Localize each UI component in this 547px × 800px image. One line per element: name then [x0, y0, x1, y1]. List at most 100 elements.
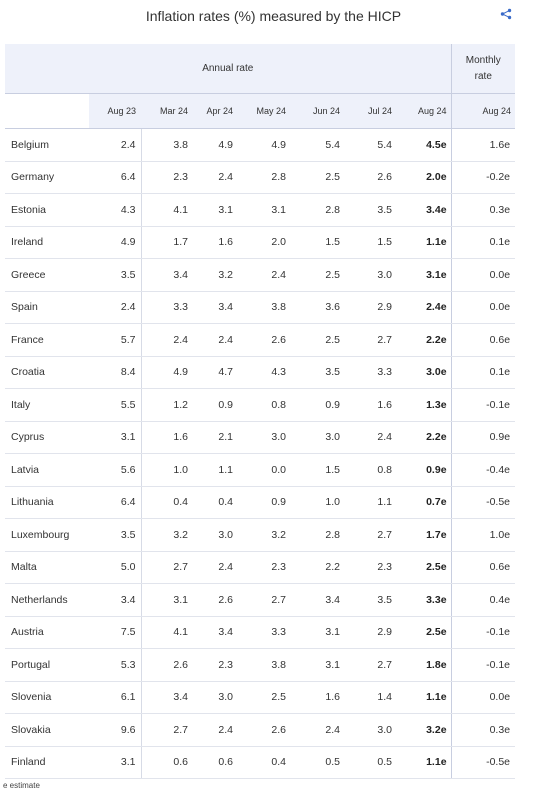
value-cell: 1.0	[290, 486, 344, 519]
value-cell: 0.4	[192, 486, 237, 519]
value-cell: 4.5e	[396, 128, 452, 162]
value-cell: 2.0	[237, 226, 290, 259]
monthly-rate-label: Monthly rate	[465, 54, 501, 82]
table-row: Spain 2.4 3.3 3.4 3.8 3.6 2.9 2.4e 0.0e	[5, 291, 516, 324]
value-cell: -0.1e	[451, 648, 516, 682]
value-cell: 1.6	[192, 226, 237, 259]
value-cell: 3.1e	[396, 258, 452, 292]
table-row: Slovakia 9.6 2.7 2.4 2.6 2.4 3.0 3.2e 0.3e	[5, 713, 516, 747]
value-cell: 3.1	[192, 193, 237, 227]
value-cell: 1.1	[344, 486, 396, 519]
value-cell: 0.1e	[451, 356, 516, 389]
value-cell: 0.7e	[396, 486, 452, 519]
value-cell: 5.3	[89, 648, 142, 682]
value-cell: 4.3	[237, 356, 290, 389]
country-cell: France	[5, 323, 89, 357]
table-body: Belgium 2.4 3.8 4.9 4.9 5.4 5.4 4.5e 1.6e Germany…	[5, 128, 516, 779]
table-row: Estonia 4.3 4.1 3.1 3.1 2.8 3.5 3.4e 0.3e	[5, 193, 516, 227]
value-cell: -0.5e	[451, 746, 516, 779]
value-cell: 2.9	[344, 616, 396, 649]
table-row: Cyprus 3.1 1.6 2.1 3.0 3.0 2.4 2.2e 0.9e	[5, 421, 516, 454]
value-cell: 1.7e	[396, 518, 452, 552]
value-cell: 2.1	[192, 421, 237, 454]
value-cell: 2.7	[237, 583, 290, 617]
value-cell: 6.4	[89, 161, 142, 194]
value-cell: 1.7	[141, 226, 192, 259]
value-cell: 3.2	[192, 258, 237, 292]
value-cell: 0.9	[237, 486, 290, 519]
value-cell: 2.7	[141, 551, 192, 584]
value-cell: 3.3	[237, 616, 290, 649]
value-cell: 2.6	[192, 583, 237, 617]
value-cell: 3.4	[192, 291, 237, 324]
country-cell: Croatia	[5, 356, 89, 389]
country-cell: Belgium	[5, 128, 89, 162]
table-row: Portugal 5.3 2.6 2.3 3.8 3.1 2.7 1.8e -0.1e	[5, 648, 516, 682]
value-cell: 3.5	[344, 193, 396, 227]
country-cell: Lithuania	[5, 486, 89, 519]
value-cell: 3.5	[290, 356, 344, 389]
value-cell: 3.2e	[396, 713, 452, 747]
value-cell: 6.1	[89, 681, 142, 714]
chart-title: Inflation rates (%) measured by the HICP	[145, 8, 402, 24]
value-cell: 0.8	[344, 453, 396, 487]
value-cell: 2.6	[141, 648, 192, 682]
value-cell: 0.6	[192, 746, 237, 779]
value-cell: -0.5e	[451, 486, 516, 519]
share-icon[interactable]	[498, 8, 514, 24]
value-cell: 3.8	[141, 128, 192, 162]
value-cell: 1.1	[192, 453, 237, 487]
country-cell: Finland	[5, 746, 89, 779]
value-cell: 1.1e	[396, 746, 452, 779]
value-cell: 2.4	[192, 323, 237, 357]
month-header-1: Mar 24	[141, 93, 192, 129]
value-cell: 3.4	[89, 583, 142, 617]
value-cell: 2.2e	[396, 323, 452, 357]
table-row: Netherlands 3.4 3.1 2.6 2.7 3.4 3.5 3.3e 0.4e	[5, 583, 516, 617]
value-cell: 3.4	[192, 616, 237, 649]
value-cell: 2.5	[290, 258, 344, 292]
value-cell: 2.4	[290, 713, 344, 747]
value-cell: 6.4	[89, 486, 142, 519]
value-cell: 2.3	[192, 648, 237, 682]
value-cell: 2.4	[192, 713, 237, 747]
country-cell: Malta	[5, 551, 89, 584]
country-cell: Germany	[5, 161, 89, 194]
value-cell: 1.5	[290, 453, 344, 487]
value-cell: 0.4e	[451, 583, 516, 617]
value-cell: 2.8	[290, 193, 344, 227]
country-cell: Cyprus	[5, 421, 89, 454]
value-cell: 2.7	[344, 518, 396, 552]
value-cell: 2.9	[344, 291, 396, 324]
value-cell: 2.5	[237, 681, 290, 714]
value-cell: 0.0e	[451, 681, 516, 714]
value-cell: 1.5	[344, 226, 396, 259]
table-row: Italy 5.5 1.2 0.9 0.8 0.9 1.6 1.3e -0.1e	[5, 388, 516, 422]
value-cell: 3.0	[290, 421, 344, 454]
value-cell: -0.1e	[451, 388, 516, 422]
value-cell: 2.4	[344, 421, 396, 454]
value-cell: 2.5	[290, 161, 344, 194]
value-cell: 0.9	[192, 388, 237, 422]
value-cell: 3.5	[344, 583, 396, 617]
country-cell: Slovakia	[5, 713, 89, 747]
value-cell: 1.5	[290, 226, 344, 259]
country-column-header	[5, 93, 89, 129]
value-cell: 4.9	[192, 128, 237, 162]
month-header-2: Apr 24	[192, 93, 237, 129]
value-cell: 5.5	[89, 388, 142, 422]
value-cell: -0.2e	[451, 161, 516, 194]
table-row: Belgium 2.4 3.8 4.9 4.9 5.4 5.4 4.5e 1.6e	[5, 128, 516, 162]
value-cell: 2.4	[192, 161, 237, 194]
value-cell: 2.3	[141, 161, 192, 194]
value-cell: 1.2	[141, 388, 192, 422]
value-cell: 3.4	[141, 258, 192, 292]
value-cell: 1.1e	[396, 681, 452, 714]
table-row: Austria 7.5 4.1 3.4 3.3 3.1 2.9 2.5e -0.1e	[5, 616, 516, 649]
monthly-rate-header: Monthly rate	[451, 44, 516, 94]
value-cell: 0.6e	[451, 551, 516, 584]
value-cell: 3.6	[290, 291, 344, 324]
table-row: France 5.7 2.4 2.4 2.6 2.5 2.7 2.2e 0.6e	[5, 323, 516, 357]
value-cell: 2.5e	[396, 616, 452, 649]
value-cell: 3.5	[89, 258, 142, 292]
